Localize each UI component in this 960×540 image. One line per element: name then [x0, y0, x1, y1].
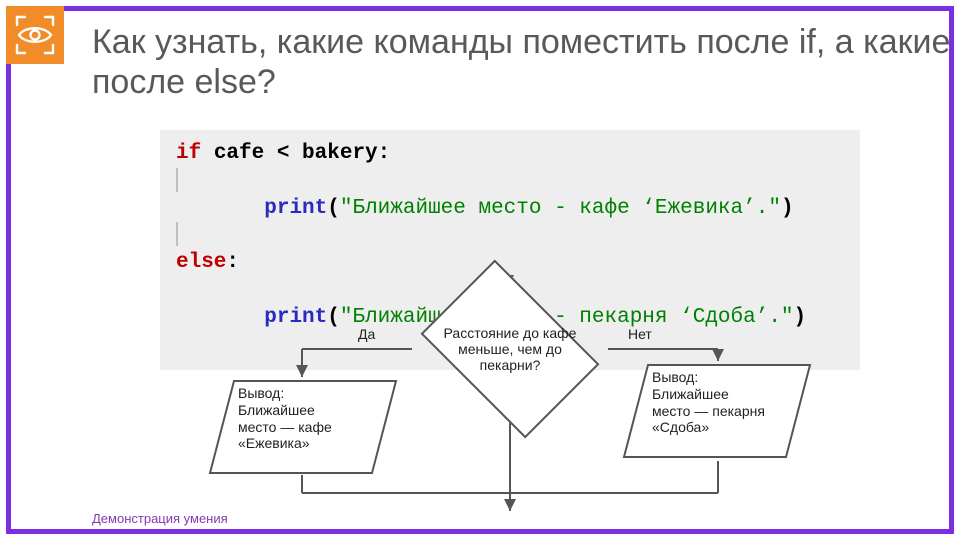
yes-label: Да — [358, 327, 375, 342]
decision-node: Расстояние до кафе меньше, чем до пекарн… — [405, 275, 615, 423]
slide-title: Как узнать, какие команды поместить посл… — [92, 22, 960, 102]
logo-badge — [6, 6, 64, 64]
decision-text: Расстояние до кафе меньше, чем до пекарн… — [405, 275, 615, 423]
output-node-left: Вывод: Ближайшее место — кафе «Ежевика» — [208, 379, 398, 475]
footer-label: Демонстрация умения — [92, 511, 228, 526]
indent-guide — [176, 222, 178, 246]
output-text-right: Вывод: Ближайшее место — пекарня «Сдоба» — [652, 369, 770, 436]
code-line-1: if cafe < bakery: — [176, 140, 844, 167]
flowchart: Расстояние до кафе меньше, чем до пекарн… — [160, 275, 860, 515]
code-line-3: else: — [176, 249, 844, 276]
eye-expand-icon — [15, 15, 55, 55]
indent-guide — [176, 168, 178, 192]
no-label: Нет — [628, 327, 652, 342]
output-node-right: Вывод: Ближайшее место — пекарня «Сдоба» — [622, 363, 812, 459]
code-line-2: print("Ближайшее место - кафе ‘Ежевика’.… — [176, 167, 844, 249]
output-text-left: Вывод: Ближайшее место — кафе «Ежевика» — [238, 385, 356, 452]
